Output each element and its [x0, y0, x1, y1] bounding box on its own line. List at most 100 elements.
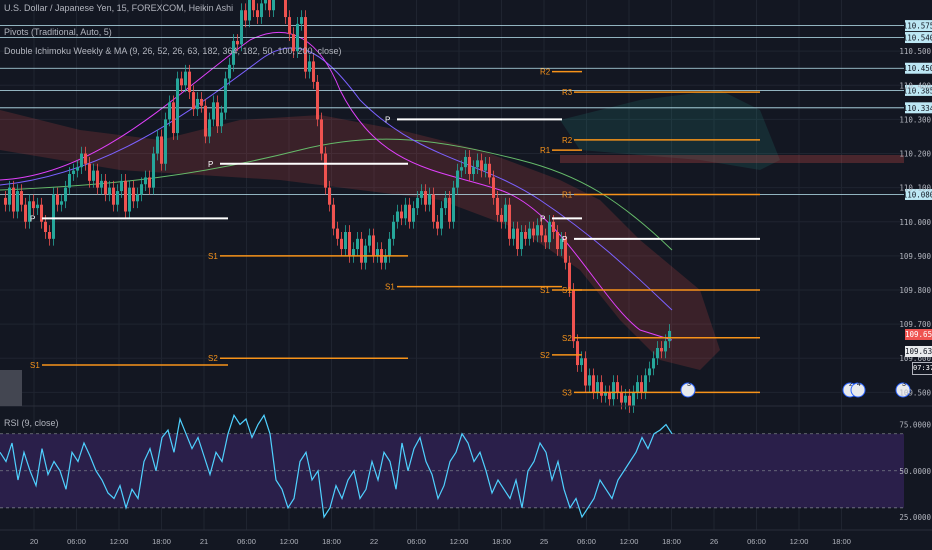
candle-body — [188, 71, 191, 93]
event-marker-count: 3 — [902, 381, 906, 388]
pivot-label: P — [540, 214, 545, 223]
candle-body — [260, 3, 263, 18]
horizontal-level-badge — [905, 32, 932, 44]
horizontal-level-label: 110.385 — [903, 86, 932, 95]
candle-body — [604, 392, 607, 396]
candle-body — [508, 204, 511, 239]
horizontal-level-label: 110.334 — [903, 104, 932, 113]
candle-body — [208, 119, 211, 137]
candle-body — [204, 105, 207, 137]
price-tick-label: 110.200 — [899, 150, 931, 159]
rsi-pane: 75.0000 50.0000 25.0000 — [0, 413, 931, 522]
candle-body — [16, 191, 19, 212]
time-tick-label: 25 — [540, 537, 548, 546]
time-tick-label: 26 — [710, 537, 718, 546]
candle-body — [636, 382, 639, 393]
candle-body — [8, 187, 11, 205]
price-tick-label: 109.800 — [899, 286, 931, 295]
candle-body — [452, 187, 455, 222]
candle-body — [456, 170, 459, 188]
candle-body — [100, 180, 103, 188]
legend-symbol[interactable]: U.S. Dollar / Japanese Yen, 15, FOREXCOM… — [4, 3, 234, 13]
candle-body — [568, 262, 571, 290]
candle-body — [264, 0, 267, 4]
candle-body — [32, 201, 35, 209]
candle-body — [660, 348, 663, 352]
time-tick-label: 06:00 — [67, 537, 86, 546]
legend-pivots[interactable]: Pivots (Traditional, Auto, 5) — [4, 27, 112, 37]
candle-body — [300, 17, 303, 24]
horizontal-level-badge — [905, 188, 932, 200]
price-tick-label: 110.400 — [899, 81, 931, 90]
candle-body — [524, 232, 527, 239]
candle-body — [344, 232, 347, 250]
pivot-label: P — [208, 160, 213, 169]
candle-body — [584, 358, 587, 386]
pivot-label: R2 — [540, 68, 551, 77]
candle-body — [592, 375, 595, 393]
horizontal-level-badge — [905, 102, 932, 114]
candle-body — [104, 180, 107, 195]
candle-body — [500, 214, 503, 222]
candle-body — [48, 232, 51, 239]
candle-body — [632, 392, 635, 406]
legend-ichimoku[interactable]: Double Ichimoku Weekly & MA (9, 26, 52, … — [4, 46, 342, 56]
pivot-label: S1 — [562, 286, 572, 295]
time-tick-label: 12:00 — [790, 537, 809, 546]
candle-body — [644, 375, 647, 393]
candle-body — [640, 382, 643, 393]
pivot-label: R1 — [540, 146, 551, 155]
candle-body — [156, 136, 159, 154]
candle-body — [548, 221, 551, 243]
pivot-label: S2 — [562, 334, 572, 343]
cloud-bearish — [0, 110, 720, 370]
pivot-label: R3 — [540, 0, 551, 2]
candle-body — [476, 160, 479, 168]
pivot-label: R3 — [562, 88, 573, 97]
candle-body — [596, 382, 599, 393]
candle-body — [236, 40, 239, 45]
time-tick-label: 18:00 — [322, 537, 341, 546]
candle-body — [4, 197, 7, 205]
legend-rsi[interactable]: RSI (9, close) — [4, 418, 59, 428]
rsi-line — [0, 413, 673, 519]
candle-body — [180, 78, 183, 86]
candle-body — [148, 177, 151, 188]
pivot-label: S3 — [562, 388, 572, 397]
candle-body — [572, 290, 575, 342]
candle-body — [228, 64, 231, 79]
scroll-handle[interactable] — [0, 370, 22, 406]
candle-body — [356, 238, 359, 250]
pivot-label: S1 — [540, 286, 550, 295]
candle-body — [292, 34, 295, 52]
candle-body — [288, 17, 291, 35]
candle-body — [340, 238, 343, 250]
candle-body — [232, 40, 235, 65]
candle-body — [312, 61, 315, 82]
pivot-label: S2 — [540, 351, 550, 360]
candle-body — [84, 153, 87, 164]
candle-body — [588, 375, 591, 386]
candle-body — [560, 238, 563, 250]
candle-body — [428, 194, 431, 205]
candle-body — [552, 221, 555, 232]
candle-body — [196, 98, 199, 110]
candle-body — [192, 92, 195, 110]
candle-body — [88, 163, 91, 181]
time-tick-label: 06:00 — [577, 537, 596, 546]
pivot-label: S1 — [30, 361, 40, 370]
price-tick-label: 110.300 — [899, 115, 931, 124]
candle-body — [504, 204, 507, 222]
candle-body — [332, 204, 335, 229]
candle-body — [64, 187, 67, 202]
candle-body — [352, 249, 355, 256]
candles — [4, 0, 671, 413]
price-tick-label: 110.000 — [899, 218, 931, 227]
candle-body — [376, 249, 379, 256]
pivot-levels: R3 P S1 P S2 S1 P S1 R2 R1 P S1 S2 S3 R3 R2 R1 P S1 S2 — [30, 0, 760, 397]
candle-body — [76, 167, 79, 171]
candle-body — [272, 0, 275, 11]
candle-body — [24, 204, 27, 222]
